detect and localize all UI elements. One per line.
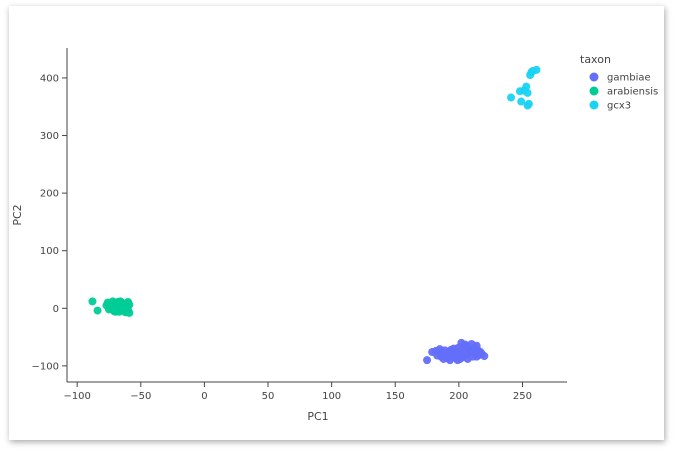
x-tick-label: 50 (262, 391, 275, 402)
y-axis-title: PC2 (11, 204, 24, 225)
gcx3-point[interactable] (522, 82, 531, 91)
legend-title: taxon (580, 53, 611, 66)
y-tick-label: 300 (40, 131, 59, 142)
x-axis-ticks: −100 −50 0 50 100 150 200 250 (63, 382, 532, 402)
arabiensis-point[interactable] (116, 297, 125, 306)
gcx3-point[interactable] (532, 65, 541, 74)
x-tick-label: 200 (449, 391, 468, 402)
y-tick-label: 200 (40, 189, 59, 200)
legend-marker-arabiensis (589, 86, 599, 96)
y-tick-label: 0 (53, 304, 59, 315)
gcx3-point[interactable] (517, 97, 526, 106)
arabiensis-point[interactable] (122, 299, 131, 308)
gambiae-point[interactable] (423, 356, 432, 365)
y-tick-label: 100 (40, 246, 59, 257)
gambiae-point[interactable] (468, 346, 477, 355)
gambiae-point[interactable] (462, 342, 471, 351)
legend-item-gcx3[interactable]: gcx3 (589, 100, 632, 112)
series-arabiensis (88, 297, 134, 317)
gambiae-point[interactable] (456, 354, 465, 363)
gambiae-point[interactable] (459, 349, 468, 358)
series-gambiae (423, 338, 489, 365)
gcx3-point[interactable] (524, 99, 533, 108)
arabiensis-point[interactable] (118, 305, 127, 314)
x-tick-label: 150 (386, 391, 405, 402)
gcx3-point[interactable] (523, 88, 532, 97)
legend-label-gcx3: gcx3 (607, 101, 631, 112)
legend-marker-gambiae (589, 72, 599, 82)
gambiae-point[interactable] (449, 344, 458, 353)
gambiae-point[interactable] (472, 352, 481, 361)
x-tick-label: −100 (63, 391, 90, 402)
y-axis-ticks: −100 0 100 200 300 400 (32, 73, 67, 372)
gcx3-point[interactable] (507, 93, 516, 102)
x-tick-label: −50 (130, 391, 151, 402)
x-tick-label: 250 (513, 391, 532, 402)
legend-label-arabiensis: arabiensis (607, 87, 658, 98)
gambiae-point[interactable] (438, 351, 447, 360)
arabiensis-point[interactable] (88, 297, 97, 306)
legend-item-gambiae[interactable]: gambiae (589, 72, 651, 84)
legend-item-arabiensis[interactable]: arabiensis (589, 86, 659, 98)
arabiensis-point[interactable] (93, 306, 102, 315)
points-layer (88, 65, 541, 365)
legend-items: gambiae arabiensis gcx3 (589, 72, 659, 112)
legend-marker-gcx3 (589, 100, 599, 110)
legend-label-gambiae: gambiae (607, 73, 651, 84)
y-tick-label: 400 (40, 73, 59, 84)
gambiae-point[interactable] (444, 352, 453, 361)
y-tick-label: −100 (32, 361, 59, 372)
arabiensis-point[interactable] (107, 299, 116, 308)
x-tick-label: 0 (201, 391, 207, 402)
chart-frame (9, 6, 664, 440)
legend: taxon gambiae arabiensis gcx3 (580, 53, 658, 112)
gambiae-point[interactable] (480, 352, 489, 361)
x-axis-title: PC1 (307, 410, 328, 423)
x-tick-label: 100 (322, 391, 341, 402)
series-gcx3 (507, 65, 541, 110)
